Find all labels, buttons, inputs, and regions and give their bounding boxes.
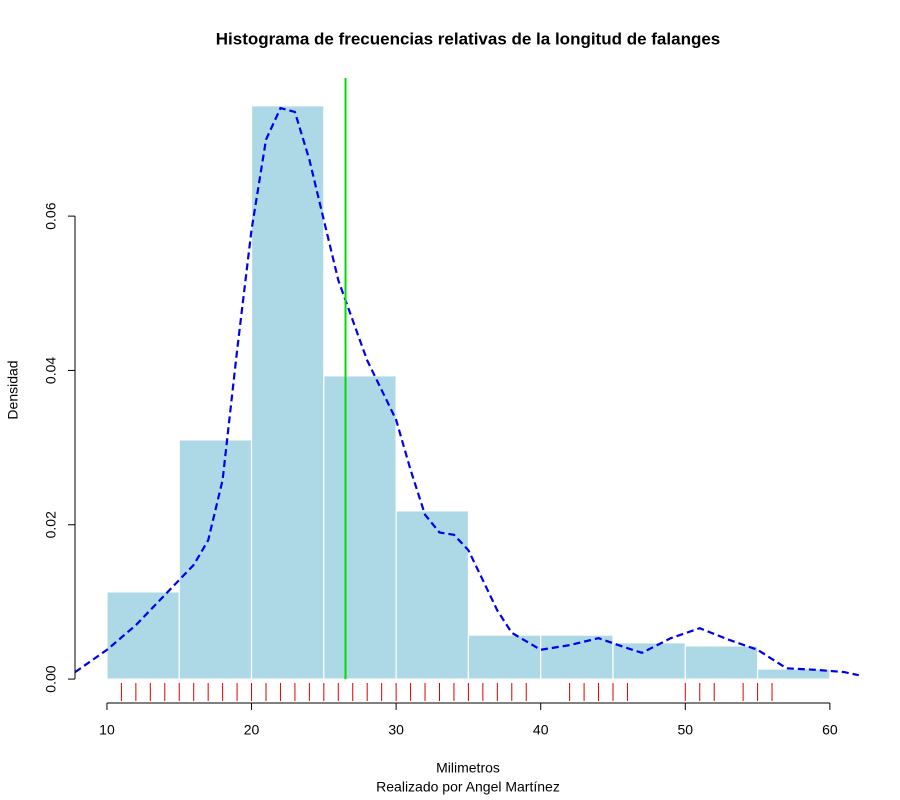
bar <box>178 439 253 680</box>
bar <box>323 375 397 680</box>
x-tick-label: 50 <box>677 722 693 738</box>
x-tick-label: 20 <box>244 722 260 738</box>
y-tick-label: 0.04 <box>43 357 59 384</box>
bar <box>395 510 470 680</box>
x-tick-label: 40 <box>533 722 549 738</box>
bar <box>540 634 614 680</box>
density-line <box>74 106 860 677</box>
bar <box>756 668 831 680</box>
subtitle: Realizado por Angel Martínez <box>376 779 560 795</box>
bar <box>684 645 759 680</box>
bar <box>106 591 180 680</box>
bar <box>467 634 542 680</box>
chart-title: Histograma de frecuencias relativas de l… <box>216 29 721 48</box>
x-tick-label: 60 <box>822 722 838 738</box>
y-tick-label: 0.00 <box>43 665 59 692</box>
x-tick-label: 30 <box>388 722 404 738</box>
x-axis-label: Milimetros <box>436 760 500 776</box>
y-tick-label: 0.06 <box>43 202 59 229</box>
bar <box>250 105 325 680</box>
y-axis-label: Densidad <box>5 360 21 419</box>
y-tick-label: 0.02 <box>43 511 59 538</box>
x-tick-label: 10 <box>99 722 115 738</box>
